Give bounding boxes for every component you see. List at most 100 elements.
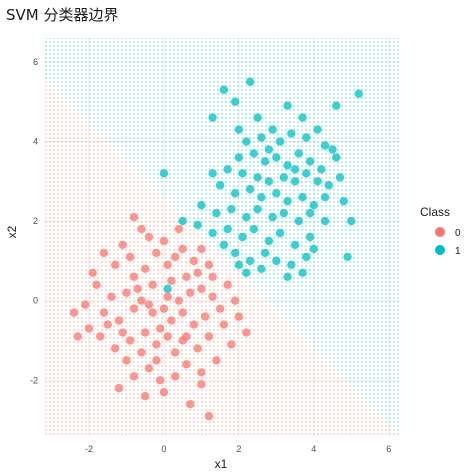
data-point-class-1 (294, 149, 304, 158)
data-point-class-0 (84, 324, 94, 333)
data-point-class-0 (129, 304, 139, 313)
data-point-class-0 (204, 411, 214, 421)
data-point-class-1 (245, 77, 255, 86)
data-point-class-0 (137, 348, 146, 357)
data-points (69, 77, 363, 421)
data-point-class-1 (227, 204, 236, 214)
data-point-class-0 (215, 304, 225, 313)
data-point-class-0 (167, 276, 176, 285)
data-point-class-1 (219, 85, 229, 94)
data-point-class-0 (163, 260, 172, 270)
data-point-class-0 (212, 356, 221, 365)
y-tick-label: 6 (33, 57, 38, 67)
data-point-class-0 (163, 292, 172, 301)
data-point-class-0 (111, 344, 120, 353)
data-point-class-1 (294, 216, 304, 226)
data-point-class-0 (182, 360, 191, 369)
data-point-class-0 (148, 280, 157, 289)
data-point-class-0 (159, 388, 169, 397)
x-tick-label: 4 (311, 444, 316, 454)
data-point-class-0 (193, 344, 202, 353)
data-point-class-1 (238, 232, 247, 242)
x-tick-label: 2 (236, 444, 241, 454)
tick-labels: -2 0 2 4 6 -2 0 2 4 6 (30, 57, 391, 454)
data-point-class-1 (320, 216, 330, 226)
data-point-class-1 (335, 173, 345, 182)
chart-title: SVM 分类器边界 (6, 6, 119, 24)
data-point-class-0 (129, 212, 139, 222)
region-class-0 (44, 77, 400, 437)
data-point-class-1 (212, 208, 221, 218)
data-point-class-1 (302, 252, 311, 262)
decision-regions (44, 38, 400, 437)
data-point-class-1 (290, 177, 300, 186)
data-point-class-1 (234, 260, 244, 270)
y-tick-label: 2 (33, 216, 38, 226)
data-point-class-0 (152, 356, 161, 365)
data-point-class-0 (129, 372, 139, 381)
data-point-class-1 (279, 173, 289, 182)
data-point-class-1 (257, 133, 266, 142)
data-point-class-0 (178, 308, 187, 317)
data-point-class-0 (118, 240, 127, 250)
data-point-class-0 (103, 320, 112, 329)
data-point-class-0 (92, 280, 101, 289)
data-point-class-0 (133, 284, 142, 293)
data-point-class-0 (155, 376, 165, 385)
data-point-class-0 (155, 324, 165, 333)
data-point-class-1 (287, 260, 296, 270)
data-point-class-0 (88, 268, 97, 278)
legend-swatch-class-0 (435, 227, 445, 237)
data-point-class-1 (309, 244, 319, 254)
data-point-class-1 (283, 196, 292, 206)
data-point-class-0 (118, 328, 127, 337)
legend-title: Class (420, 205, 450, 219)
data-point-class-0 (148, 308, 157, 317)
data-point-class-0 (96, 332, 105, 341)
data-point-class-0 (99, 248, 109, 258)
data-point-class-1 (208, 113, 217, 122)
data-point-class-0 (159, 304, 169, 313)
data-point-class-0 (223, 280, 232, 289)
data-point-class-0 (152, 248, 161, 258)
data-point-class-1 (234, 153, 244, 162)
y-tick-label: -2 (30, 375, 38, 385)
data-point-class-0 (189, 320, 199, 329)
legend-label-class-1: 1 (455, 246, 461, 257)
data-point-class-1 (245, 256, 255, 266)
data-point-class-0 (140, 264, 150, 274)
data-point-class-1 (347, 216, 356, 226)
legend-swatch-class-1 (435, 245, 445, 255)
data-point-class-1 (163, 284, 172, 293)
data-point-class-1 (305, 157, 315, 166)
data-point-class-0 (182, 332, 191, 341)
data-point-class-0 (107, 292, 116, 301)
data-point-class-0 (170, 372, 180, 381)
data-point-class-0 (81, 300, 90, 309)
data-point-class-0 (200, 312, 210, 321)
x-tick-label: -2 (85, 444, 93, 454)
data-point-class-1 (332, 153, 341, 162)
data-point-class-0 (122, 356, 131, 365)
data-point-class-0 (159, 236, 169, 246)
data-point-class-0 (234, 312, 244, 321)
data-point-class-1 (268, 125, 277, 134)
data-point-class-0 (73, 332, 82, 341)
data-point-class-0 (111, 260, 120, 270)
data-point-class-0 (182, 272, 191, 281)
data-point-class-1 (305, 208, 315, 218)
data-point-class-1 (242, 268, 251, 278)
data-point-class-1 (283, 272, 292, 281)
data-point-class-1 (253, 113, 262, 122)
data-point-class-0 (69, 308, 79, 317)
data-point-class-1 (354, 89, 363, 98)
data-point-class-1 (272, 153, 281, 162)
data-point-class-0 (227, 340, 236, 349)
data-point-class-1 (260, 157, 270, 166)
y-axis-label: x2 (5, 225, 19, 238)
data-point-class-1 (234, 125, 244, 134)
data-point-class-0 (174, 296, 184, 305)
data-point-class-1 (249, 224, 259, 234)
